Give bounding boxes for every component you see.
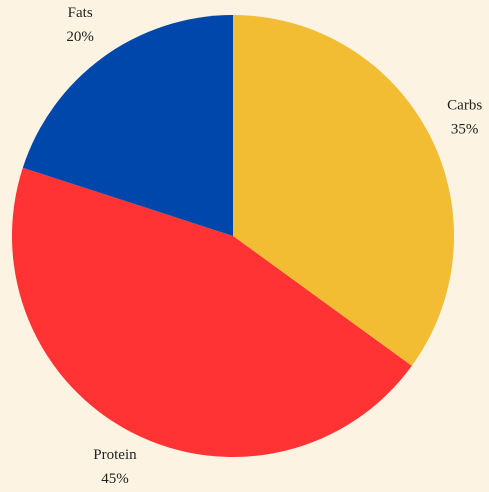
slice-label: Carbs <box>447 97 482 113</box>
slice-value-label: 45% <box>101 471 129 487</box>
slice-value-label: 20% <box>66 29 94 45</box>
pie-slice <box>22 15 233 236</box>
pie-slice <box>11 167 412 458</box>
pie-slice <box>233 15 455 366</box>
slice-value-label: 35% <box>451 121 479 137</box>
slice-label: Fats <box>68 5 93 21</box>
slice-label: Protein <box>93 447 137 463</box>
